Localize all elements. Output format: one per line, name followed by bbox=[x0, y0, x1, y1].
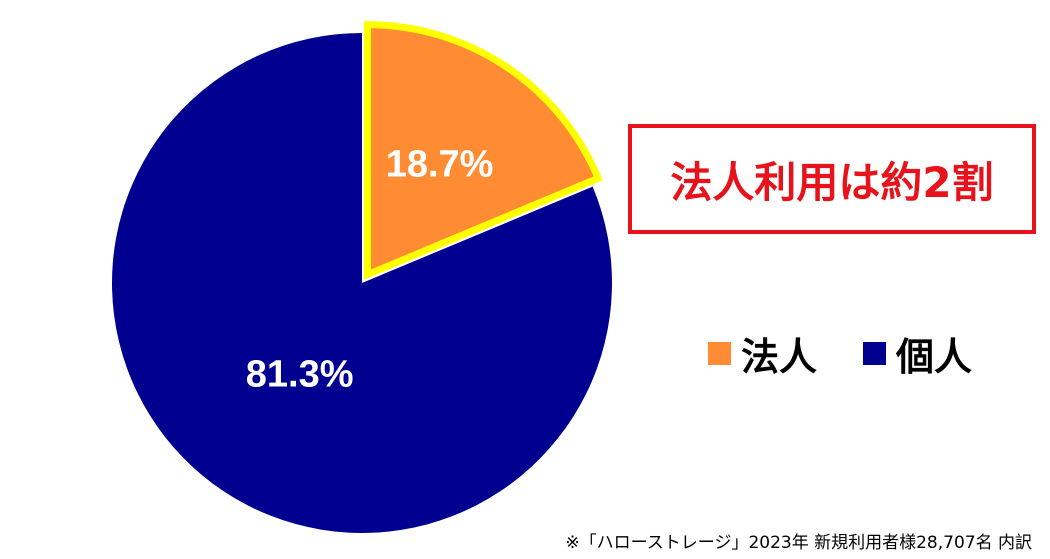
slice-label-corporate: 18.7% bbox=[386, 144, 494, 186]
legend-label-corporate: 法人 bbox=[741, 335, 818, 379]
legend-swatch-corporate bbox=[708, 342, 731, 365]
pie-slice-corporate bbox=[364, 21, 603, 280]
footnote: ※「ハローストレージ」2023年 新規利用者様28,707名 内訳 bbox=[565, 533, 1032, 553]
legend-label-individual: 個人 bbox=[896, 335, 973, 379]
pie-slice-individual bbox=[112, 33, 613, 533]
legend-swatch-individual bbox=[863, 342, 887, 365]
legend-item-individual: 個人 bbox=[863, 326, 972, 381]
legend: 法人 個人 bbox=[708, 326, 972, 381]
legend-item-corporate: 法人 bbox=[708, 326, 817, 381]
callout-text: 法人利用は約2割 bbox=[670, 157, 994, 207]
callout-box: 法人利用は約2割 bbox=[628, 124, 1036, 234]
slice-label-individual: 81.3% bbox=[246, 354, 354, 396]
